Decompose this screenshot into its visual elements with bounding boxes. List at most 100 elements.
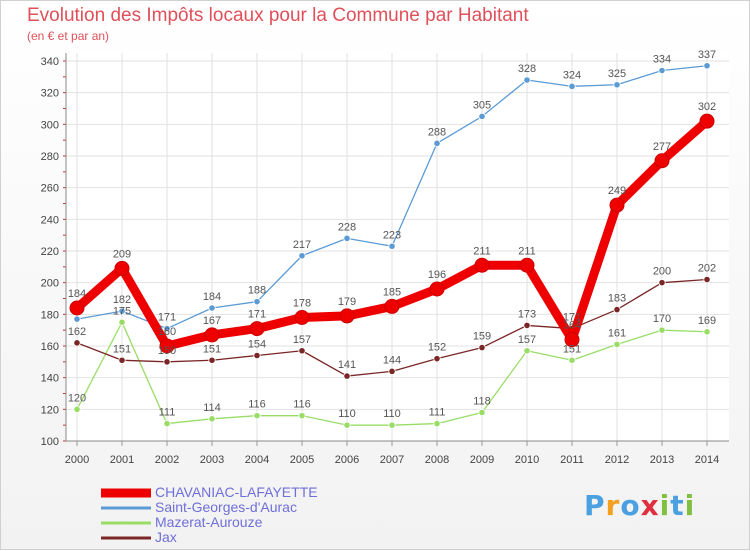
data-label: 184 — [68, 288, 86, 300]
data-point — [478, 112, 486, 121]
y-tick-label: 100 — [41, 436, 59, 448]
data-label: 175 — [113, 305, 131, 317]
data-label: 209 — [113, 248, 131, 260]
legend-item: CHAVANIAC-LAFAYETTE — [101, 484, 421, 500]
x-tick-label: 2005 — [290, 454, 314, 466]
data-point — [613, 81, 621, 89]
data-label: 152 — [428, 342, 446, 354]
data-label: 157 — [293, 334, 311, 346]
data-label: 288 — [428, 126, 446, 138]
data-point — [523, 76, 531, 84]
legend-swatch — [101, 488, 151, 497]
x-tick-label: 2012 — [605, 454, 629, 466]
plot-area — [66, 53, 729, 441]
data-label: 151 — [203, 343, 221, 355]
data-point — [298, 412, 306, 420]
y-tick-label: 240 — [41, 214, 59, 226]
data-point — [519, 257, 535, 273]
data-label: 328 — [518, 63, 536, 75]
data-label: 170 — [653, 313, 671, 325]
data-point — [114, 260, 130, 276]
data-point — [388, 421, 396, 429]
data-label: 114 — [203, 402, 221, 414]
data-label: 171 — [248, 309, 266, 321]
data-point — [429, 281, 445, 297]
data-label: 116 — [248, 399, 266, 411]
data-label: 150 — [158, 345, 176, 357]
data-point — [658, 279, 666, 287]
logo-letter: t — [670, 489, 685, 522]
data-label: 171 — [158, 312, 176, 324]
data-point — [204, 327, 220, 343]
data-label: 305 — [473, 99, 491, 111]
x-tick-label: 2013 — [650, 454, 674, 466]
data-label: 167 — [203, 315, 221, 327]
x-tick-label: 2000 — [65, 454, 89, 466]
legend-label: CHAVANIAC-LAFAYETTE — [155, 484, 318, 500]
data-point — [654, 153, 670, 169]
x-tick-label: 2001 — [110, 454, 134, 466]
data-point — [658, 66, 666, 75]
data-point — [699, 113, 715, 129]
data-point — [433, 139, 441, 147]
data-point — [69, 300, 85, 316]
data-point — [73, 339, 81, 347]
x-tick-label: 2007 — [380, 454, 404, 466]
data-label: 171 — [563, 312, 581, 324]
data-point — [613, 340, 621, 349]
legend-label: Mazerat-Aurouze — [155, 514, 263, 530]
legend-item: Saint-Georges-d'Aurac — [101, 499, 421, 515]
legend-swatch — [101, 506, 151, 509]
data-point — [298, 252, 306, 260]
data-label: 110 — [338, 408, 356, 420]
legend-swatch — [101, 536, 151, 539]
data-point — [339, 308, 355, 324]
data-point — [343, 234, 351, 242]
y-tick-label: 280 — [41, 151, 59, 163]
data-label: 277 — [653, 141, 671, 153]
logo-letter: P — [584, 489, 606, 522]
data-point — [118, 356, 126, 364]
logo-letter: i — [659, 489, 671, 522]
data-label: 157 — [518, 334, 536, 346]
data-point — [73, 405, 81, 413]
data-label: 324 — [563, 69, 581, 81]
data-label: 223 — [383, 229, 401, 241]
logo-letter: i — [684, 489, 696, 522]
data-point — [703, 62, 711, 70]
data-label: 188 — [248, 285, 266, 297]
data-point — [478, 343, 486, 352]
data-point — [609, 197, 625, 213]
data-point — [343, 421, 351, 429]
data-point — [298, 347, 306, 355]
data-label: 302 — [698, 101, 716, 113]
x-tick-label: 2009 — [470, 454, 494, 466]
y-tick-label: 140 — [41, 373, 59, 385]
data-label: 111 — [429, 407, 446, 419]
data-label: 151 — [113, 343, 131, 355]
data-label: 160 — [158, 326, 176, 338]
data-label: 120 — [68, 392, 86, 404]
data-label: 228 — [338, 221, 356, 233]
data-point — [163, 358, 171, 366]
data-point — [613, 305, 621, 314]
data-point — [388, 367, 396, 375]
data-label: 249 — [608, 185, 626, 197]
y-tick-label: 220 — [41, 246, 59, 258]
chart-subtitle: (en € et par an) — [27, 29, 110, 43]
data-label: 162 — [68, 326, 86, 338]
legend-label: Jax — [155, 529, 177, 545]
y-tick-label: 120 — [41, 404, 59, 416]
data-point — [703, 328, 711, 336]
data-label: 337 — [698, 49, 716, 61]
x-tick-label: 2011 — [560, 454, 584, 466]
data-label: 151 — [563, 343, 581, 355]
legend: CHAVANIAC-LAFAYETTE Saint-Georges-d'Aurac… — [101, 484, 421, 545]
data-point — [208, 356, 216, 364]
data-point — [208, 415, 216, 423]
data-label: 141 — [338, 359, 356, 371]
data-label: 182 — [113, 294, 131, 306]
data-label: 111 — [159, 407, 176, 419]
